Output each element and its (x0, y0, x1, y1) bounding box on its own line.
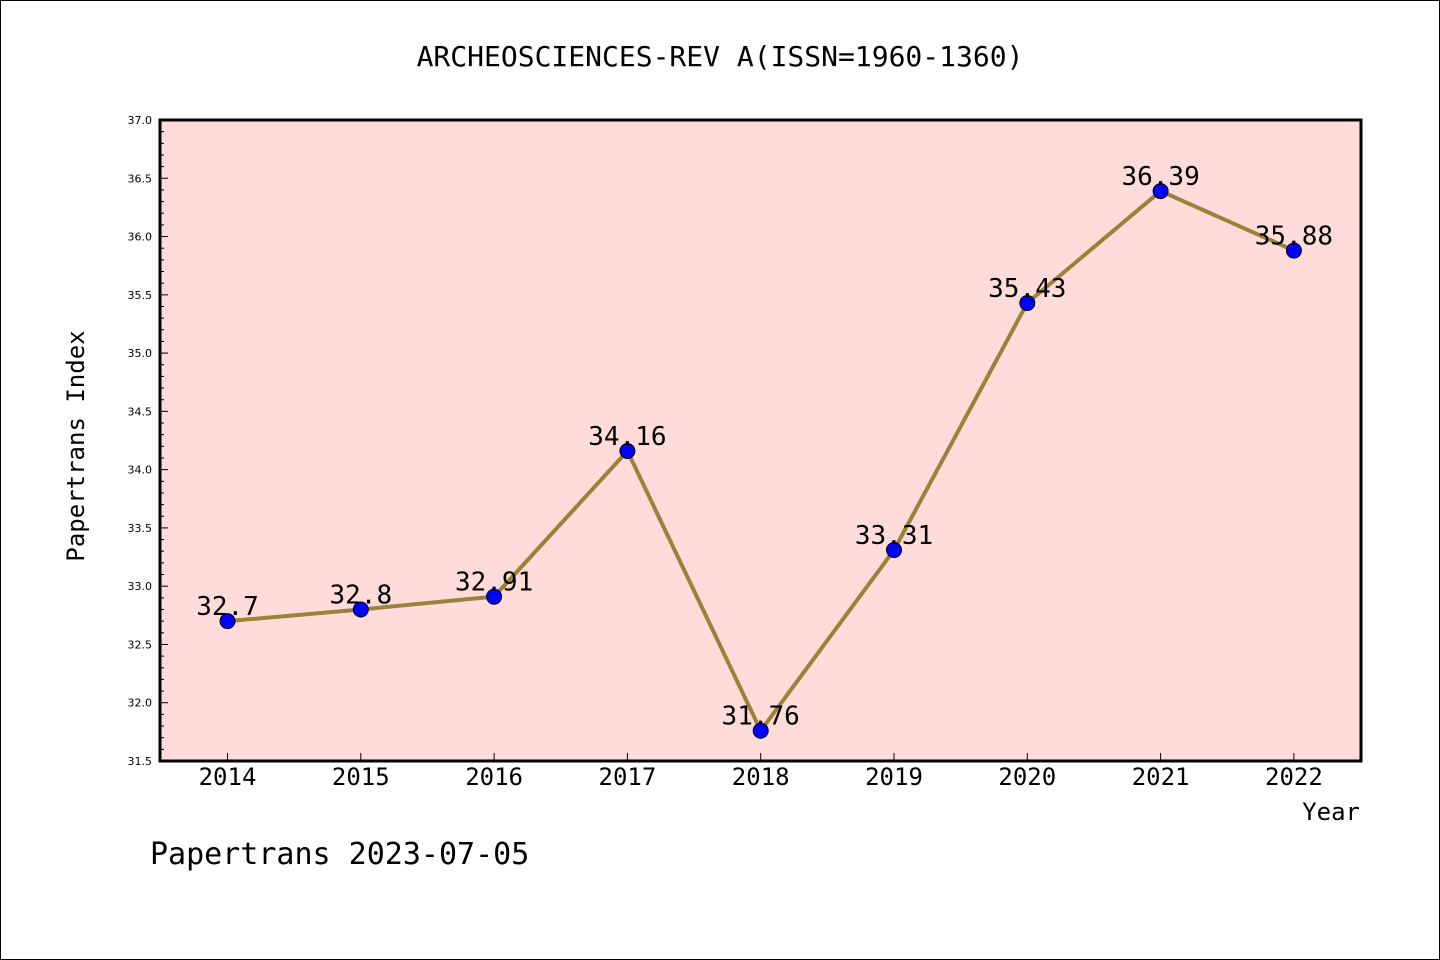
x-tick-label: 2014 (199, 763, 257, 791)
y-tick-label: 37.0 (128, 114, 153, 127)
x-tick-label: 2020 (998, 763, 1056, 791)
footer-note: Papertrans 2023-07-05 (150, 837, 529, 872)
data-point (486, 588, 503, 605)
data-label: 34.16 (588, 422, 666, 452)
x-tick-label: 2017 (599, 763, 657, 791)
data-label: 32.7 (196, 592, 259, 622)
data-point (886, 542, 902, 559)
data-label: 32.91 (455, 568, 533, 598)
data-point (219, 613, 236, 630)
data-point (619, 442, 636, 459)
data-label: 35.88 (1255, 222, 1333, 252)
x-tick-label: 2015 (332, 763, 390, 791)
x-axis-label: Year (1302, 798, 1360, 826)
y-axis-label: Papertrans Index (62, 330, 90, 561)
x-axis: 2014 2015 2016 2017 2018 2019 2020 2021 2022 (199, 753, 1323, 791)
series-papertrans-index (219, 183, 1302, 739)
x-tick-label: 2019 (865, 763, 923, 791)
y-tick-label: 36.5 (128, 172, 153, 185)
data-label: 31.76 (722, 702, 800, 732)
y-tick-label: 34.0 (128, 464, 153, 477)
x-tick-label: 2016 (465, 763, 523, 791)
data-label: 32.8 (329, 580, 392, 610)
y-tick-label: 32.0 (128, 697, 153, 710)
y-tick-label: 33.0 (128, 580, 153, 593)
y-tick-label: 35.5 (128, 289, 153, 302)
data-point (1019, 294, 1036, 311)
plot-area (158, 118, 1363, 763)
data-point (1152, 183, 1169, 200)
y-tick-label: 36.0 (128, 231, 153, 244)
x-tick-label: 2022 (1265, 763, 1323, 791)
chart-title: ARCHEOSCIENCES-REV A(ISSN=1960-1360) (417, 40, 1024, 73)
x-tick-label: 2021 (1132, 763, 1190, 791)
y-tick-label: 33.5 (128, 522, 153, 535)
y-tick-label: 35.0 (128, 347, 153, 360)
y-tick-label: 32.5 (128, 638, 153, 651)
data-point (1285, 242, 1302, 259)
y-tick-label: 31.5 (128, 755, 153, 768)
x-tick-label: 2018 (732, 763, 790, 791)
data-label: 35.43 (988, 274, 1066, 304)
data-label: 33.31 (855, 521, 933, 551)
y-tick-label: 34.5 (128, 405, 153, 418)
data-label: 36.39 (1121, 162, 1199, 192)
data-point (752, 722, 769, 739)
data-point (352, 601, 369, 618)
y-axis: 31.5 32.0 32.5 33.0 33.5 34.0 34.5 35.0 35.5 36.0… (128, 114, 168, 768)
data-labels: 32.7 32.8 32.91 34.16 31.76 33.31 35.43 36.39 35… (196, 162, 1333, 732)
